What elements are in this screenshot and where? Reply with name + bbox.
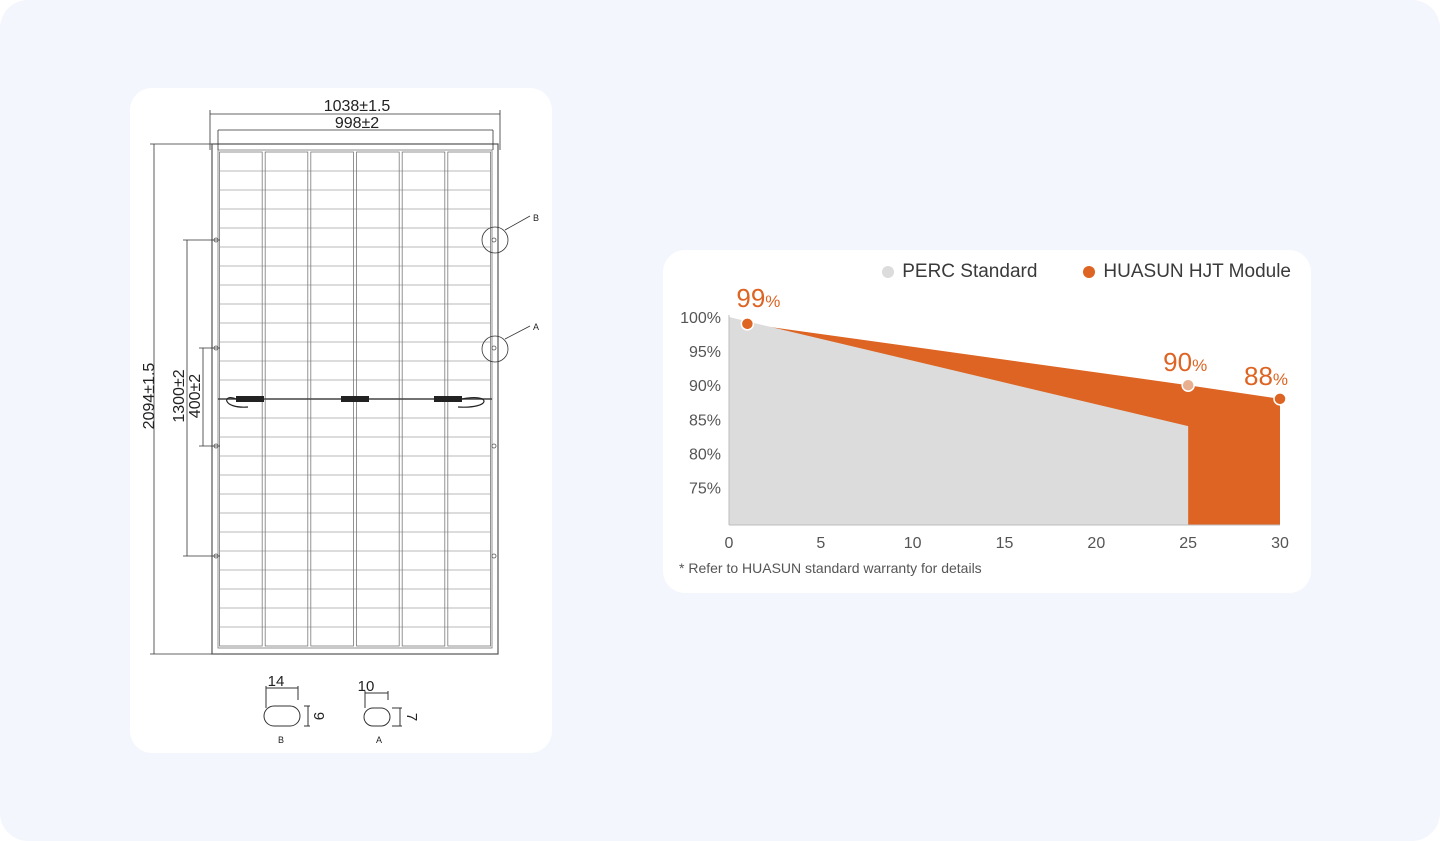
y-tick-label: 80% (689, 446, 721, 463)
mounting-hole (491, 237, 497, 243)
legend-item-perc: PERC Standard (882, 261, 1037, 283)
mounting-hole (491, 553, 497, 559)
x-tick-label: 30 (1271, 535, 1289, 552)
callout-a-label: A (533, 322, 539, 332)
legend-dot-perc (882, 266, 895, 278)
callout-b-label: B (533, 213, 539, 223)
x-tick-label: 20 (1087, 535, 1105, 552)
y-tick-label: 100% (680, 310, 721, 327)
junction-box-center (341, 396, 369, 402)
hole-pitch-outer-label: 1300±2 (171, 369, 188, 422)
panel-frame (211, 143, 499, 655)
junction-box-right (434, 396, 462, 402)
x-tick-label: 10 (904, 535, 922, 552)
detail-b-slot (263, 686, 310, 727)
legend-label-hjt: HUASUN HJT Module (1103, 261, 1291, 282)
panel-cell-grid (211, 143, 499, 655)
legend-item-hjt: HUASUN HJT Module (1083, 261, 1291, 283)
degradation-chart: 0 5 10 15 20 25 30 100% 95% 90% 85% 80% 75% 99% 90% 88% (680, 283, 1289, 552)
legend-label-perc: PERC Standard (902, 261, 1038, 282)
data-point-label: 90% (1163, 347, 1207, 377)
data-point-label: 99% (736, 283, 780, 313)
data-point-marker (1181, 378, 1195, 392)
mounting-hole (491, 345, 497, 351)
junction-box-left (236, 396, 264, 402)
width-dimension-lines (150, 110, 531, 655)
x-tick-label: 0 (725, 535, 734, 552)
outer-width-label: 1038±1.5 (324, 98, 391, 115)
detail-b-label: B (278, 735, 284, 745)
mounting-hole (491, 443, 497, 449)
warranty-chart-card: 0 5 10 15 20 25 30 100% 95% 90% 85% 80% 75% 99% 90% 88%… (663, 250, 1311, 593)
detail-a-height: 7 (403, 713, 420, 721)
detail-a-label: A (376, 735, 382, 745)
inner-width-label: 998±2 (335, 115, 379, 132)
y-tick-label: 90% (689, 378, 721, 395)
warranty-footnote: * Refer to HUASUN standard warranty for … (679, 560, 982, 576)
x-tick-label: 15 (996, 535, 1014, 552)
detail-a-slot (363, 691, 402, 727)
legend-dot-hjt (1083, 266, 1096, 278)
detail-b-width: 14 (268, 673, 285, 690)
module-drawing-card: 1038±1.5 998±2 2094±1.5 1300±2 400±2 B A… (130, 88, 552, 753)
data-point-marker (740, 317, 755, 331)
module-dimension-drawing: 1038±1.5 998±2 2094±1.5 1300±2 400±2 B A… (141, 98, 539, 745)
y-tick-label: 75% (689, 480, 721, 497)
height-label: 2094±1.5 (141, 363, 158, 430)
x-tick-label: 25 (1179, 535, 1197, 552)
detail-a-width: 10 (358, 678, 375, 695)
cable-right (457, 397, 485, 408)
hole-pitch-inner-label: 400±2 (187, 374, 204, 418)
data-point-marker (1273, 392, 1287, 406)
y-tick-label: 95% (689, 344, 721, 361)
data-point-label: 88% (1244, 361, 1288, 391)
detail-b-height: 9 (310, 712, 327, 720)
cable-left (226, 397, 249, 408)
y-tick-label: 85% (689, 412, 721, 429)
chart-legend: PERC Standard HUASUN HJT Module (863, 261, 1291, 283)
area-perc-standard (729, 317, 1189, 525)
x-tick-label: 5 (816, 535, 825, 552)
